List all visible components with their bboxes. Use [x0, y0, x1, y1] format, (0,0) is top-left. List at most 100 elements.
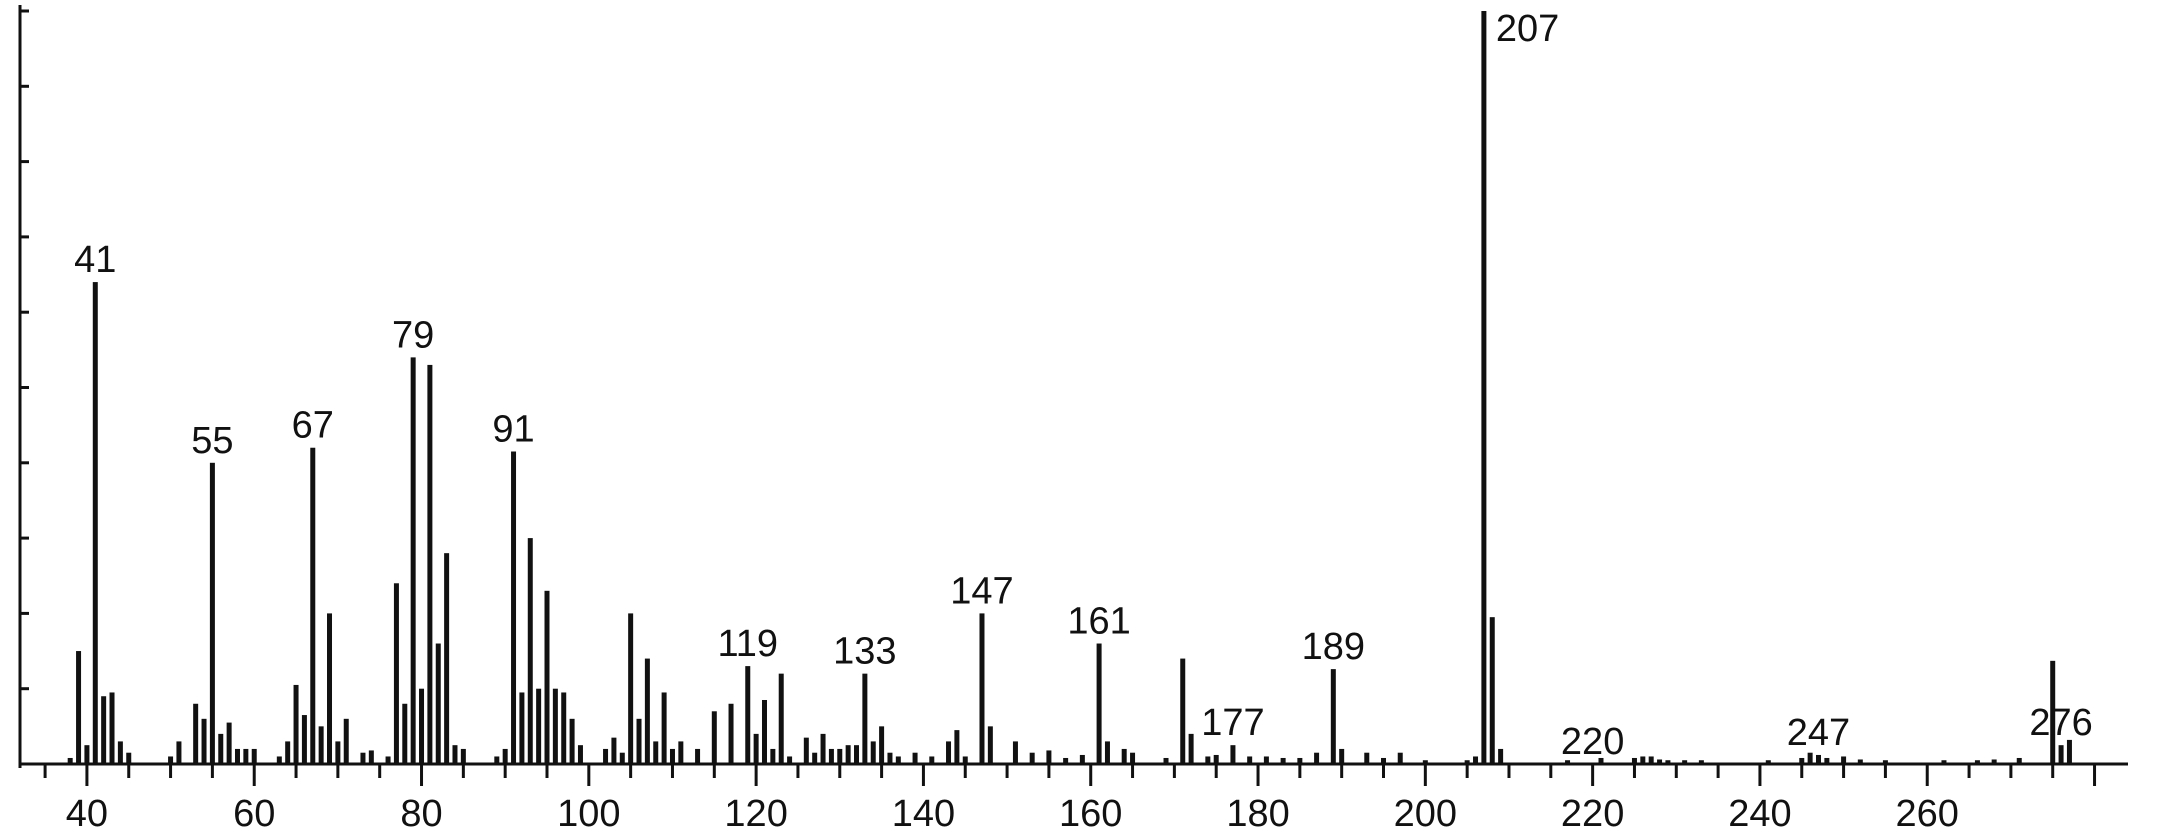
peak-bar-275: [2050, 660, 2056, 764]
x-tick-label: 240: [1728, 793, 1791, 834]
peak-bar-95: [544, 590, 550, 764]
peak-label-41: 41: [74, 239, 116, 281]
peak-bar-124: [787, 756, 793, 764]
peak-label-276: 276: [2029, 702, 2092, 744]
peak-bar-197: [1397, 752, 1403, 764]
peak-bar-164: [1121, 748, 1127, 764]
peak-bar-206: [1473, 756, 1479, 764]
peak-label-207: 207: [1496, 8, 1559, 50]
peak-bar-120: [753, 733, 759, 764]
peak-bar-81: [427, 364, 433, 764]
peak-bar-69: [327, 613, 333, 764]
peak-bar-195: [1381, 757, 1387, 764]
peak-bar-139: [912, 752, 918, 764]
peak-bar-66: [301, 715, 307, 764]
peak-bar-189: [1330, 669, 1336, 764]
x-tick-label: 40: [66, 793, 108, 834]
peak-bar-208: [1489, 617, 1495, 764]
peak-bar-247: [1815, 754, 1821, 764]
peak-bar-76: [385, 756, 391, 764]
peak-bar-137: [895, 756, 901, 764]
peak-bar-44: [117, 741, 123, 764]
peak-bar-119: [745, 666, 751, 764]
peak-bar-277: [2066, 739, 2072, 764]
x-tick-label: 260: [1896, 793, 1959, 834]
x-tick-label: 180: [1226, 793, 1289, 834]
peak-bar-104: [619, 752, 625, 764]
peak-bar-134: [870, 741, 876, 764]
peak-bar-187: [1314, 752, 1320, 764]
peak-bar-221: [1598, 757, 1604, 764]
peak-label-67: 67: [292, 405, 334, 447]
peak-label-177: 177: [1201, 702, 1264, 744]
peak-bar-190: [1339, 748, 1345, 764]
peak-bar-77: [393, 583, 399, 764]
peak-bar-93: [527, 538, 533, 764]
peak-bar-126: [803, 737, 809, 764]
peak-bar-131: [845, 745, 851, 764]
peak-bar-85: [460, 748, 466, 764]
x-tick-label: 60: [233, 793, 275, 834]
peak-bar-169: [1163, 757, 1169, 764]
peak-bar-123: [778, 673, 784, 764]
peak-bar-83: [444, 553, 450, 764]
peak-bar-38: [67, 757, 73, 764]
peak-bar-50: [168, 756, 174, 764]
peak-bar-60: [251, 748, 257, 764]
peak-bar-245: [1799, 757, 1805, 764]
peak-bar-229: [1665, 760, 1671, 764]
peak-bar-225: [1631, 757, 1637, 764]
x-tick-label: 140: [892, 793, 955, 834]
peak-bar-108: [653, 741, 659, 764]
peak-bar-59: [243, 748, 249, 764]
peak-bar-148: [987, 726, 993, 764]
peak-bar-96: [552, 688, 558, 764]
peak-label-91: 91: [492, 409, 534, 451]
peak-bar-144: [954, 730, 960, 764]
peak-bar-177: [1230, 745, 1236, 764]
x-tick-label: 200: [1394, 793, 1457, 834]
peak-bar-252: [1857, 759, 1863, 764]
peak-bar-132: [854, 745, 860, 764]
peak-bar-107: [644, 658, 650, 764]
peak-bar-82: [435, 643, 441, 764]
peak-bar-193: [1364, 752, 1370, 764]
peak-bar-110: [669, 748, 675, 764]
peak-bar-155: [1046, 750, 1052, 764]
peak-bar-179: [1247, 756, 1253, 764]
peak-bar-64: [285, 741, 291, 764]
peak-bar-97: [561, 692, 567, 764]
peak-bar-73: [360, 752, 366, 764]
peak-bar-145: [962, 756, 968, 764]
peak-bar-157: [1063, 757, 1069, 764]
peak-bar-181: [1263, 756, 1269, 764]
peak-bar-183: [1280, 757, 1286, 764]
x-tick-label: 100: [557, 793, 620, 834]
peak-bar-185: [1297, 757, 1303, 764]
peak-bar-53: [193, 703, 199, 764]
peak-bar-136: [887, 752, 893, 764]
peak-label-147: 147: [950, 570, 1013, 612]
peak-label-119: 119: [717, 623, 778, 665]
peak-bar-106: [636, 718, 642, 764]
peak-bar-153: [1029, 752, 1035, 764]
peak-bar-89: [494, 756, 500, 764]
peak-bar-174: [1205, 756, 1211, 764]
peak-bar-40: [84, 745, 90, 764]
peak-bar-78: [402, 703, 408, 764]
peak-bar-68: [318, 726, 324, 764]
peak-bar-102: [603, 748, 609, 764]
peak-bar-162: [1104, 741, 1110, 764]
peak-bar-255: [1882, 760, 1888, 764]
peak-bar-45: [126, 752, 132, 764]
peak-bar-226: [1640, 756, 1646, 764]
peak-bar-42: [101, 696, 107, 764]
peak-bar-67: [310, 447, 316, 764]
peak-bar-231: [1682, 760, 1688, 764]
peak-bar-54: [201, 718, 207, 764]
peak-bar-159: [1079, 754, 1085, 764]
peak-bar-130: [837, 748, 843, 764]
peak-bar-241: [1765, 760, 1771, 764]
peak-bar-57: [226, 722, 232, 764]
peak-bar-233: [1698, 760, 1704, 764]
